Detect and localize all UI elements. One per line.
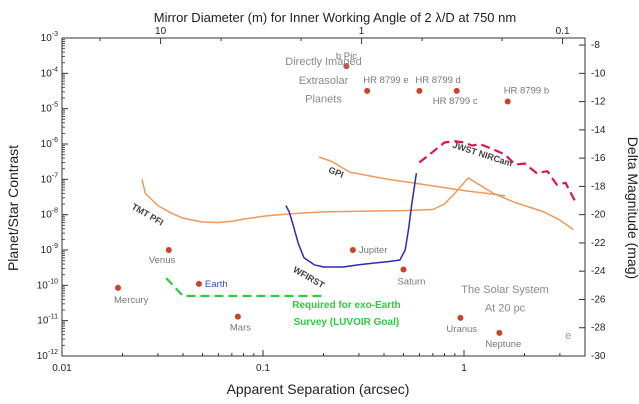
right-tick-label: -16 [591,153,606,164]
right-tick-label: -12 [591,97,606,108]
planet-point [234,313,241,320]
planet-label: Earth [205,279,228,290]
y-tick-label: 10-6 [41,137,58,150]
right-tick-label: -10 [591,68,606,79]
planet-point [496,329,503,336]
top-tick-label: 1 [359,26,365,37]
planet-point [453,87,460,94]
planet-label: Venus [149,255,176,266]
planet-point [457,314,464,321]
y2-axis-label: Delta Magnitude (mag) [625,137,639,279]
y-tick-label: 10-11 [37,314,58,327]
chart-marks: 0.01 0.1 110-310-410-510-610-710-810-910-1… [37,26,606,374]
planet-label: HR 8799 e [363,75,408,86]
planet-label: HR 8799 b [504,85,549,96]
planet-label: Mercury [114,295,149,306]
planet-label: Jupiter [359,245,388,256]
x-tick-label: 0.01 [52,363,72,374]
y-tick-label: 10-8 [41,208,58,221]
planet-point [416,87,423,94]
right-tick-label: -30 [591,351,606,362]
planet-label: Uranus [446,324,477,335]
right-tick-label: -26 [591,294,606,305]
planet-point [195,280,202,287]
y-tick-label: 10-4 [41,66,58,79]
chart-title: Mirror Diameter (m) for Inner Working An… [154,10,516,25]
right-tick-label: -18 [591,181,606,192]
right-tick-label: -22 [591,238,606,249]
annotation-text: Survey (LUVOIR Goal) [294,317,400,328]
planet-label: Neptune [485,339,521,350]
annotation-text: Directly Imaged [285,56,361,68]
planet-point [115,284,122,291]
planet-point [400,266,407,273]
annotation-text: Required for exo-Earth [292,300,400,311]
planet-point [364,87,371,94]
planet-label: HR 8799 d [415,75,460,86]
planet-point [343,63,350,70]
series-curve-gpi [318,156,506,197]
plot-frame [61,37,586,357]
planet-point [349,247,356,253]
y-tick-label: 10-12 [37,349,58,362]
annotation-text: e [565,330,571,342]
planet-label: b Pic [336,51,357,62]
series-curve-wfirst [285,172,418,268]
top-tick-label: 0.1 [556,26,570,37]
y-tick-label: 10-5 [41,102,58,115]
planet-label: Mars [230,323,251,334]
series-curve-jwst-nircam [418,140,577,204]
planet-label: HR 8799 c [433,96,478,107]
y-axis-label: Planet/Star Contrast [5,145,21,271]
planet-label: Saturn [397,277,425,288]
y-tick-label: 10-10 [37,278,58,291]
series-curve-required-for-exo-earth [165,277,324,298]
x-tick-label: 0.1 [256,363,270,374]
annotation-text: Planets [305,93,342,105]
right-tick-label: -28 [591,323,606,334]
series-curve-tmt-pfi [141,177,574,231]
right-tick-label: -8 [591,40,600,51]
right-tick-label: -20 [591,210,606,221]
x-axis-label: Apparent Separation (arcsec) [227,381,410,397]
y-tick-label: 10-9 [41,243,58,256]
x-tick-label: 1 [461,363,467,374]
annotation-text: The Solar System [461,284,548,296]
top-tick-label: 10 [155,26,167,37]
planet-point [504,98,511,105]
annotation-text: Extrasolar [299,75,349,87]
y-tick-label: 10-7 [41,172,58,185]
right-tick-label: -24 [591,266,606,277]
right-tick-label: -14 [591,125,606,136]
y-tick-label: 10-3 [41,31,58,44]
annotation-text: At 20 pc [485,303,526,315]
planet-point [165,247,172,253]
